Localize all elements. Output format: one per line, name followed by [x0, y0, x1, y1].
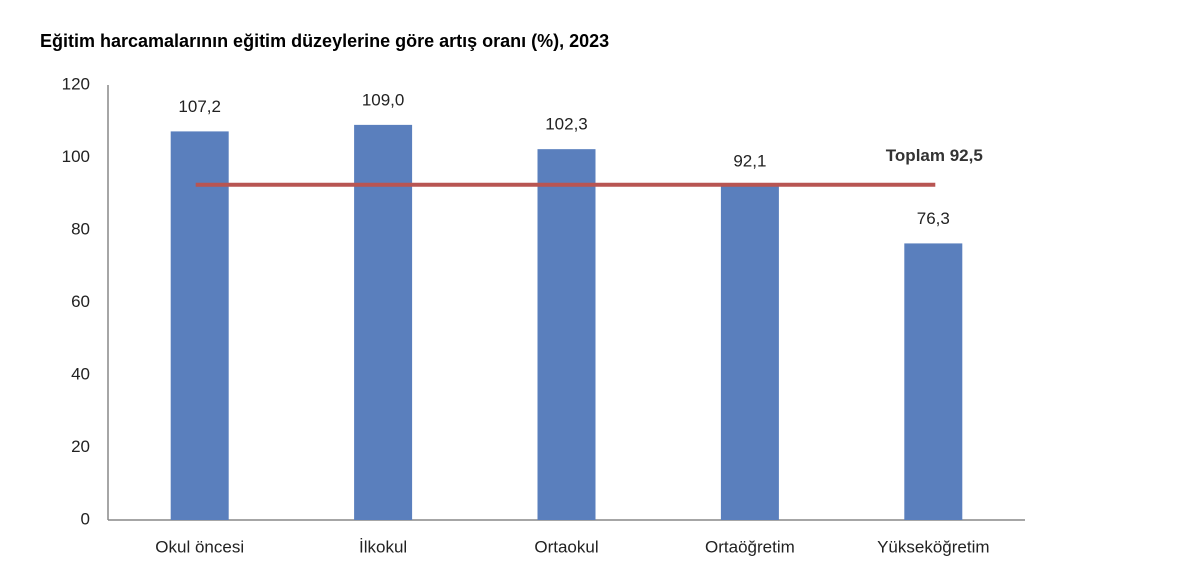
value-label: 107,2 [178, 97, 221, 116]
value-label: 92,1 [733, 152, 766, 171]
bar [904, 243, 963, 520]
y-tick-label: 40 [71, 364, 90, 383]
y-tick-label: 20 [71, 437, 90, 456]
bar [720, 186, 779, 520]
x-tick-label: Okul öncesi [155, 537, 244, 556]
value-label: 76,3 [917, 209, 950, 228]
value-label: 102,3 [545, 115, 588, 134]
y-tick-label: 60 [71, 292, 90, 311]
y-tick-label: 100 [62, 147, 90, 166]
x-tick-label: İlkokul [359, 537, 407, 556]
bar [537, 149, 596, 520]
x-tick-label: Ortaöğretim [705, 537, 795, 556]
chart-title: Eğitim harcamalarının eğitim düzeylerine… [40, 31, 609, 51]
y-tick-label: 80 [71, 219, 90, 238]
y-tick-label: 120 [62, 74, 90, 93]
x-tick-label: Ortaokul [534, 537, 598, 556]
bar [170, 131, 229, 520]
value-label: 109,0 [362, 90, 405, 109]
bar [354, 124, 413, 520]
reference-label: Toplam 92,5 [886, 146, 983, 165]
x-tick-label: Yükseköğretim [877, 537, 989, 556]
y-tick-label: 0 [81, 509, 90, 528]
